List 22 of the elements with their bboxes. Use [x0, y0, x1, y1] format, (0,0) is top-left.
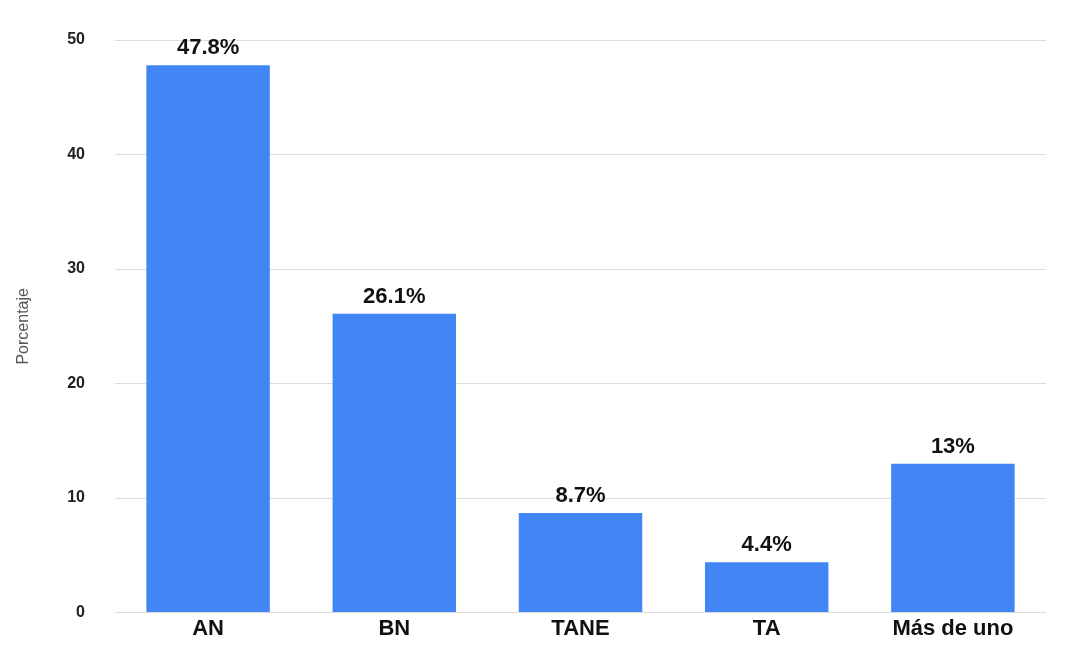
bar: [891, 463, 1015, 613]
bar: [146, 65, 270, 613]
x-tick-label: AN: [192, 614, 224, 640]
data-label: 4.4%: [741, 531, 792, 557]
y-tick-label: 40: [67, 144, 86, 162]
x-tick-label: BN: [378, 614, 411, 640]
y-tick-label: 10: [67, 488, 86, 506]
x-tick-label: Más de uno: [892, 614, 1014, 640]
y-tick-label: 20: [67, 373, 86, 391]
data-label: 47.8%: [176, 34, 240, 60]
bar: [518, 512, 643, 613]
y-tick-label: 50: [67, 30, 86, 48]
data-label: 13%: [930, 432, 975, 458]
bar: [332, 313, 457, 613]
x-tick-label: TANE: [551, 614, 610, 640]
y-axis-title: Porcentaje: [14, 287, 32, 365]
bar: [704, 562, 829, 613]
y-tick-label: 30: [67, 259, 86, 277]
data-label: 8.7%: [555, 482, 606, 508]
y-tick-label: 0: [76, 603, 86, 621]
x-tick-label: TA: [752, 614, 781, 640]
data-label: 26.1%: [363, 282, 426, 308]
